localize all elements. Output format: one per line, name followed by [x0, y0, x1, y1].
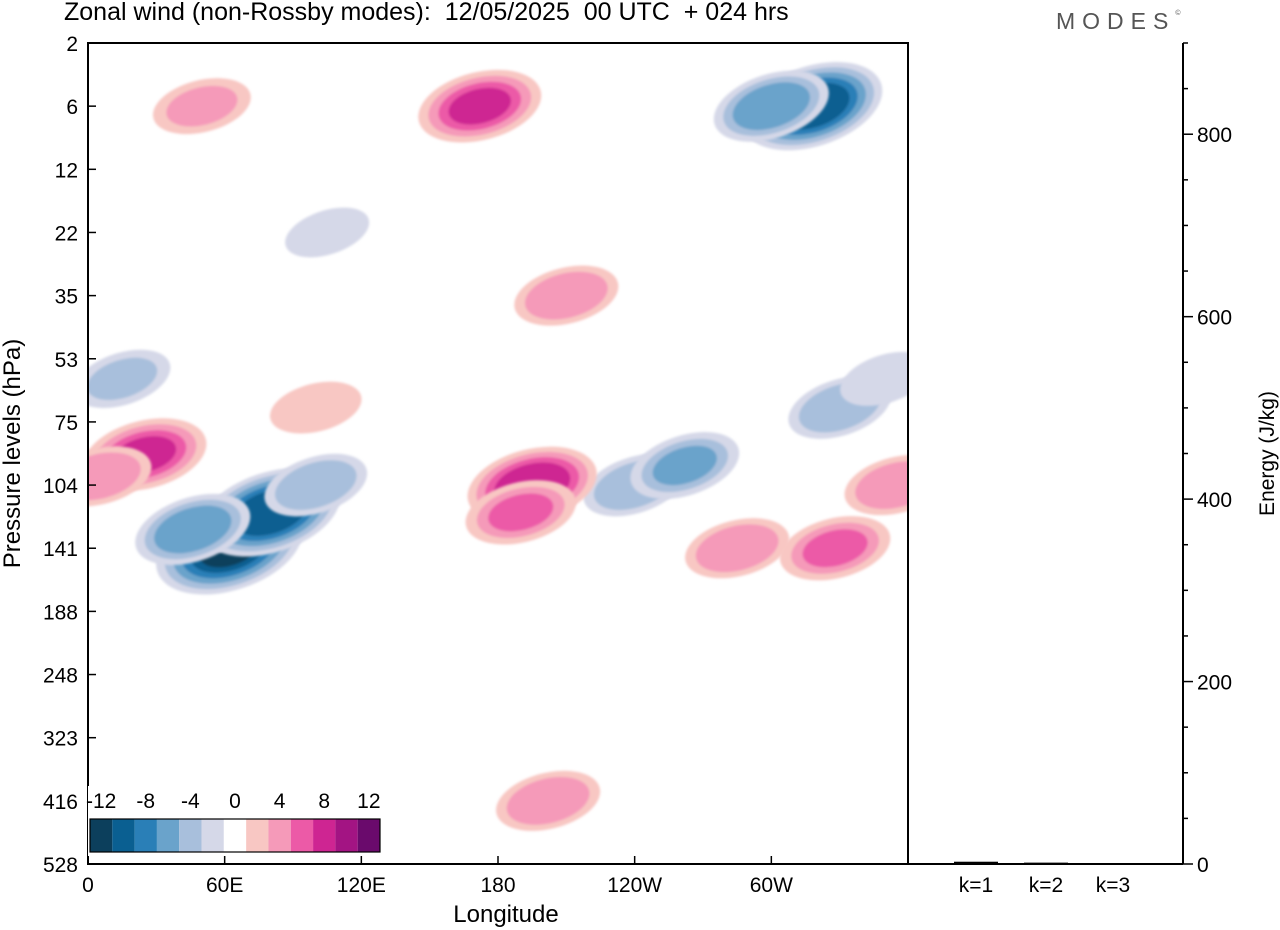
- colorbar-swatch: [134, 819, 157, 852]
- wind-feature: [264, 453, 368, 517]
- x-tick-label: 60W: [750, 874, 793, 897]
- wind-contour: [172, 517, 213, 542]
- energy-tick-label: 400: [1197, 489, 1232, 512]
- colorbar-swatch: [179, 819, 202, 852]
- y-tick-label: 53: [55, 349, 78, 372]
- colorbar-label: -4: [181, 790, 200, 813]
- brand-logo: MODES©: [1056, 8, 1181, 35]
- y-tick-label: 6: [66, 96, 78, 119]
- wind-feature: [152, 78, 251, 135]
- wind-field: [88, 62, 908, 831]
- y-tick-label: 35: [55, 286, 78, 309]
- wind-contour: [663, 452, 706, 479]
- wind-feature: [713, 70, 829, 142]
- chart-title: Zonal wind (non-Rossby modes): 12/05/202…: [64, 0, 789, 26]
- energy-bar: [954, 861, 998, 864]
- colorbar-swatch: [268, 819, 291, 852]
- wind-feature: [779, 516, 891, 581]
- y-tick-label: 75: [55, 412, 78, 435]
- x-axis-label: Longitude: [453, 901, 558, 928]
- colorbar-swatch: [290, 819, 314, 852]
- x-tick-label: 60E: [206, 874, 243, 897]
- colorbar-label: -12: [86, 790, 116, 813]
- wind-contour: [295, 395, 337, 420]
- colorbar-swatch: [90, 819, 113, 852]
- y-tick-label: 22: [55, 222, 78, 245]
- energy-tick-label: 200: [1197, 672, 1232, 695]
- y-tick-label: 323: [43, 728, 78, 751]
- wind-contour: [499, 500, 543, 525]
- colorbar-swatch: [313, 819, 336, 852]
- colorbar-swatch: [112, 819, 135, 852]
- wind-contour: [302, 217, 352, 248]
- colorbar-frame: [89, 818, 381, 853]
- wind-feature: [418, 69, 542, 143]
- energy-category-label: k=2: [1029, 874, 1063, 897]
- wind-contour: [528, 789, 569, 813]
- energy-tick-label: 0: [1197, 854, 1209, 877]
- wind-feature: [630, 432, 740, 499]
- wind-contour: [546, 284, 587, 308]
- energy-category-label: k=3: [1096, 874, 1130, 897]
- colorbar-swatch: [201, 819, 224, 852]
- y-tick-label: 141: [43, 538, 78, 561]
- colorbar-label: 4: [274, 790, 286, 813]
- colorbar-swatch: [246, 819, 269, 852]
- wind-contour: [458, 93, 501, 119]
- wind-contour: [179, 93, 225, 119]
- x-tick-label: 120W: [607, 874, 662, 897]
- y-tick-label: 104: [43, 475, 78, 498]
- main-frame: [87, 42, 909, 865]
- wind-feature: [496, 770, 601, 831]
- brand-mark: ©: [1175, 10, 1181, 17]
- y-tick-label: 12: [55, 159, 78, 182]
- wind-contour: [864, 366, 906, 392]
- wind-feature: [135, 493, 251, 566]
- energy-category-label: k=1: [959, 874, 993, 897]
- y-tick-label: 2: [66, 33, 78, 56]
- y-axis-label: Pressure levels (hPa): [0, 339, 26, 568]
- wind-feature: [844, 455, 908, 516]
- colorbar-swatch: [223, 819, 247, 852]
- colorbar-swatch: [156, 819, 180, 852]
- wind-contour: [751, 93, 792, 119]
- wind-contour: [100, 365, 145, 393]
- wind-contour: [717, 536, 758, 560]
- wind-feature: [685, 518, 790, 579]
- wind-contour: [813, 535, 857, 561]
- wind-feature: [514, 265, 619, 326]
- y-tick-label: 528: [43, 854, 78, 877]
- wind-contour: [296, 473, 336, 498]
- wind-feature: [88, 349, 171, 409]
- colorbar-label: 0: [229, 790, 241, 813]
- brand-name: MODES: [1056, 8, 1176, 34]
- y-tick-label: 416: [43, 791, 78, 814]
- energy-tick-label: 600: [1197, 307, 1232, 330]
- energy-tick-label: 800: [1197, 124, 1232, 147]
- y-tick-label: 248: [43, 665, 78, 688]
- x-tick-label: 180: [480, 874, 515, 897]
- energy-axis-label: Energy (J/kg): [1256, 391, 1279, 516]
- energy-bar: [1091, 863, 1135, 865]
- colorbar-label: -8: [136, 790, 155, 813]
- y-tick-label: 188: [43, 601, 78, 624]
- x-tick-label: 0: [82, 874, 94, 897]
- colorbar: -12 -8 -4 0 4 8 12: [86, 786, 382, 856]
- colorbar-swatch: [357, 819, 380, 852]
- wind-contour: [88, 464, 120, 488]
- wind-feature: [88, 446, 152, 507]
- energy-axes: 0 200 400 600 800 k=1 k=2 k=3 Energy (J/kg): [908, 42, 1279, 897]
- wind-feature: [269, 381, 362, 434]
- energy-bar: [1024, 862, 1068, 865]
- wind-feature: [465, 480, 576, 545]
- x-tick-label: 120E: [337, 874, 386, 897]
- colorbar-swatch: [335, 819, 358, 852]
- colorbar-label: 12: [357, 790, 380, 813]
- wind-feature: [285, 207, 370, 258]
- colorbar-label: 8: [318, 790, 330, 813]
- wind-contour: [876, 473, 908, 497]
